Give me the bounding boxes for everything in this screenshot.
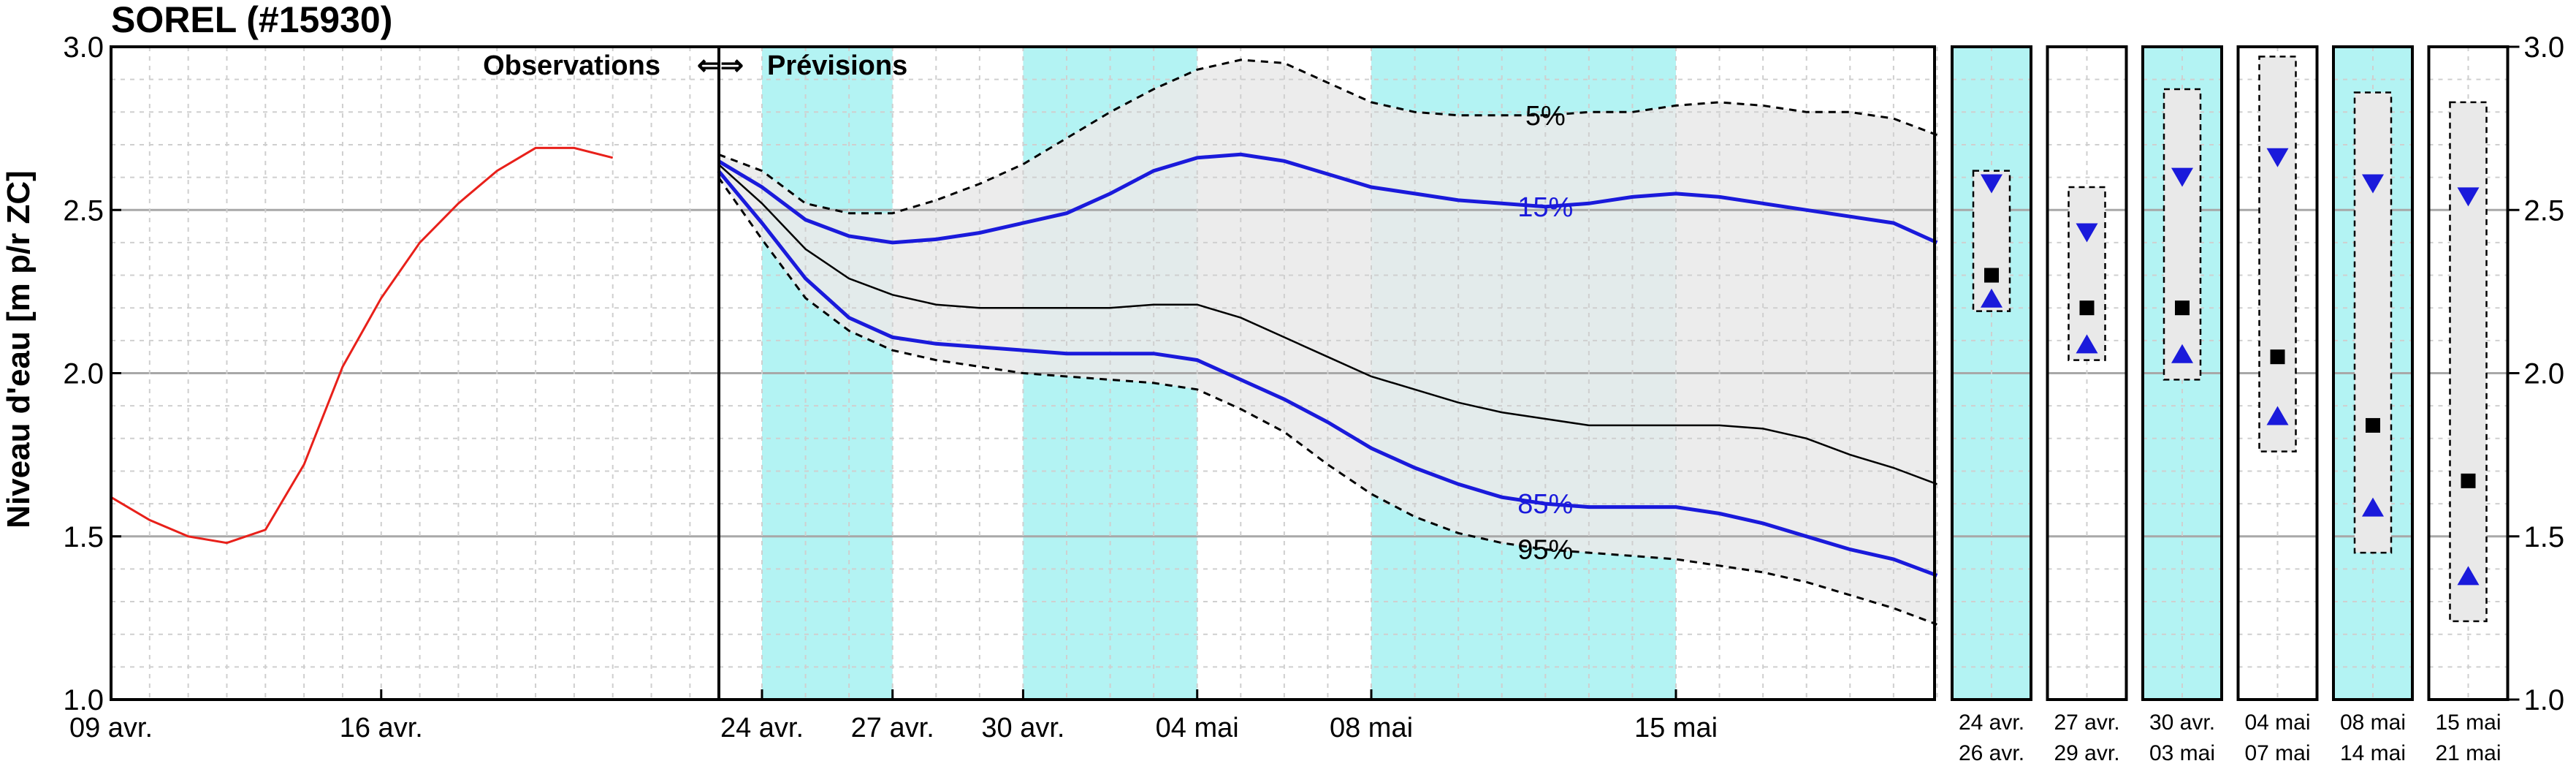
weekly-panel-from: 08 mai: [2340, 711, 2406, 735]
x-tick-label: 08 mai: [1330, 713, 1413, 743]
min-marker: [2076, 334, 2098, 354]
y-axis-label: Niveau d'eau [m p/r ZC]: [1, 170, 37, 529]
weekly-panel-to: 26 avr.: [1959, 741, 2024, 765]
y-tick-label: 2.5: [63, 194, 104, 227]
plot-area: 5% 15% 85% 95% 1.0 1.5 2.0 2.5 3.0 Observations ⇐⇒…: [63, 31, 2564, 765]
y-tick-label: 1.0: [63, 684, 104, 716]
y-tick-label: 1.5: [63, 521, 104, 553]
y-tick-label-right: 1.0: [2524, 684, 2565, 716]
range-box: [2068, 186, 2106, 361]
forecast-series-line: [717, 152, 1938, 245]
weekly-panel-from: 30 avr.: [2149, 711, 2215, 735]
weekly-panel: [2141, 45, 2223, 701]
chart-title: SOREL (#15930): [111, 0, 392, 40]
median-marker: [2461, 473, 2476, 488]
weekly-panel: [2046, 45, 2128, 701]
median-marker: [2270, 349, 2285, 365]
median-marker: [2175, 300, 2190, 316]
weekly-panel-from: 24 avr.: [1959, 711, 2024, 735]
weekly-panel: [2236, 45, 2319, 701]
observations-label: Observations: [483, 50, 660, 81]
forecast-series-line: [717, 163, 1937, 485]
median-marker: [1984, 268, 1999, 283]
section-arrows: ⇐⇒: [697, 50, 744, 81]
x-tick-label: 30 avr.: [981, 713, 1064, 743]
weekly-panel-from: 15 mai: [2435, 711, 2501, 735]
max-marker: [1981, 174, 2003, 194]
x-tick-label: 24 avr.: [720, 713, 804, 743]
x-tick-label: 27 avr.: [851, 713, 934, 743]
weekly-panel-to: 21 mai: [2435, 741, 2501, 765]
weekly-panel-from: 04 mai: [2244, 711, 2310, 735]
percentile-label: 5%: [1525, 101, 1566, 132]
min-marker: [2362, 497, 2384, 517]
x-tick-label: 04 mai: [1156, 713, 1239, 743]
weekly-panel-frame: [2236, 45, 2319, 701]
y-tick-label-right: 3.0: [2524, 31, 2565, 64]
min-marker: [1981, 288, 2003, 308]
max-marker: [2362, 174, 2384, 194]
max-marker: [2076, 223, 2098, 243]
min-marker: [2457, 566, 2480, 586]
weekly-panel-to: 03 mai: [2149, 741, 2215, 765]
max-marker: [2457, 187, 2480, 207]
weekly-panel-frame: [2332, 45, 2414, 701]
x-tick-label: 09 avr.: [69, 713, 153, 743]
weekly-panel-from: 27 avr.: [2054, 711, 2119, 735]
range-box: [2353, 91, 2393, 554]
weekly-panel: [2427, 45, 2510, 701]
forecast-series-line: [717, 176, 1937, 626]
range-box: [2162, 88, 2202, 381]
weekly-panel-to: 07 mai: [2244, 741, 2310, 765]
range-box: [2258, 56, 2297, 452]
weekly-panel-to: 29 avr.: [2054, 741, 2119, 765]
percentile-label: 85%: [1517, 489, 1573, 520]
x-tick-label: 16 avr.: [340, 713, 423, 743]
weekly-panel: [2332, 45, 2414, 701]
min-marker: [2171, 344, 2193, 363]
x-tick-label: 15 mai: [1634, 713, 1718, 743]
weekly-panel-frame: [2046, 45, 2128, 701]
y-tick-label-right: 2.5: [2524, 194, 2565, 227]
y-tick-label: 3.0: [63, 31, 104, 64]
y-tick-label-right: 2.0: [2524, 358, 2565, 390]
weekly-panel: [1951, 45, 2032, 701]
y-tick-label: 2.0: [63, 358, 104, 390]
y-tick-label-right: 1.5: [2524, 521, 2565, 553]
max-marker: [2171, 167, 2193, 187]
weekly-panel-frame: [2141, 45, 2223, 701]
forecast-series-line: [717, 170, 1938, 577]
median-marker: [2079, 300, 2095, 316]
weekly-panel-to: 14 mai: [2340, 741, 2406, 765]
percentile-label: 95%: [1517, 535, 1573, 566]
forecast-series-line: [717, 58, 1937, 215]
percentile-label: 15%: [1517, 192, 1573, 223]
max-marker: [2266, 148, 2289, 167]
range-box: [2449, 101, 2488, 623]
min-marker: [2266, 406, 2289, 425]
forecast-label: Prévisions: [767, 50, 907, 81]
range-box: [1972, 170, 2011, 312]
median-marker: [2366, 417, 2380, 433]
weekly-panel-frame: [1951, 45, 2032, 701]
observed-series: [110, 146, 614, 545]
